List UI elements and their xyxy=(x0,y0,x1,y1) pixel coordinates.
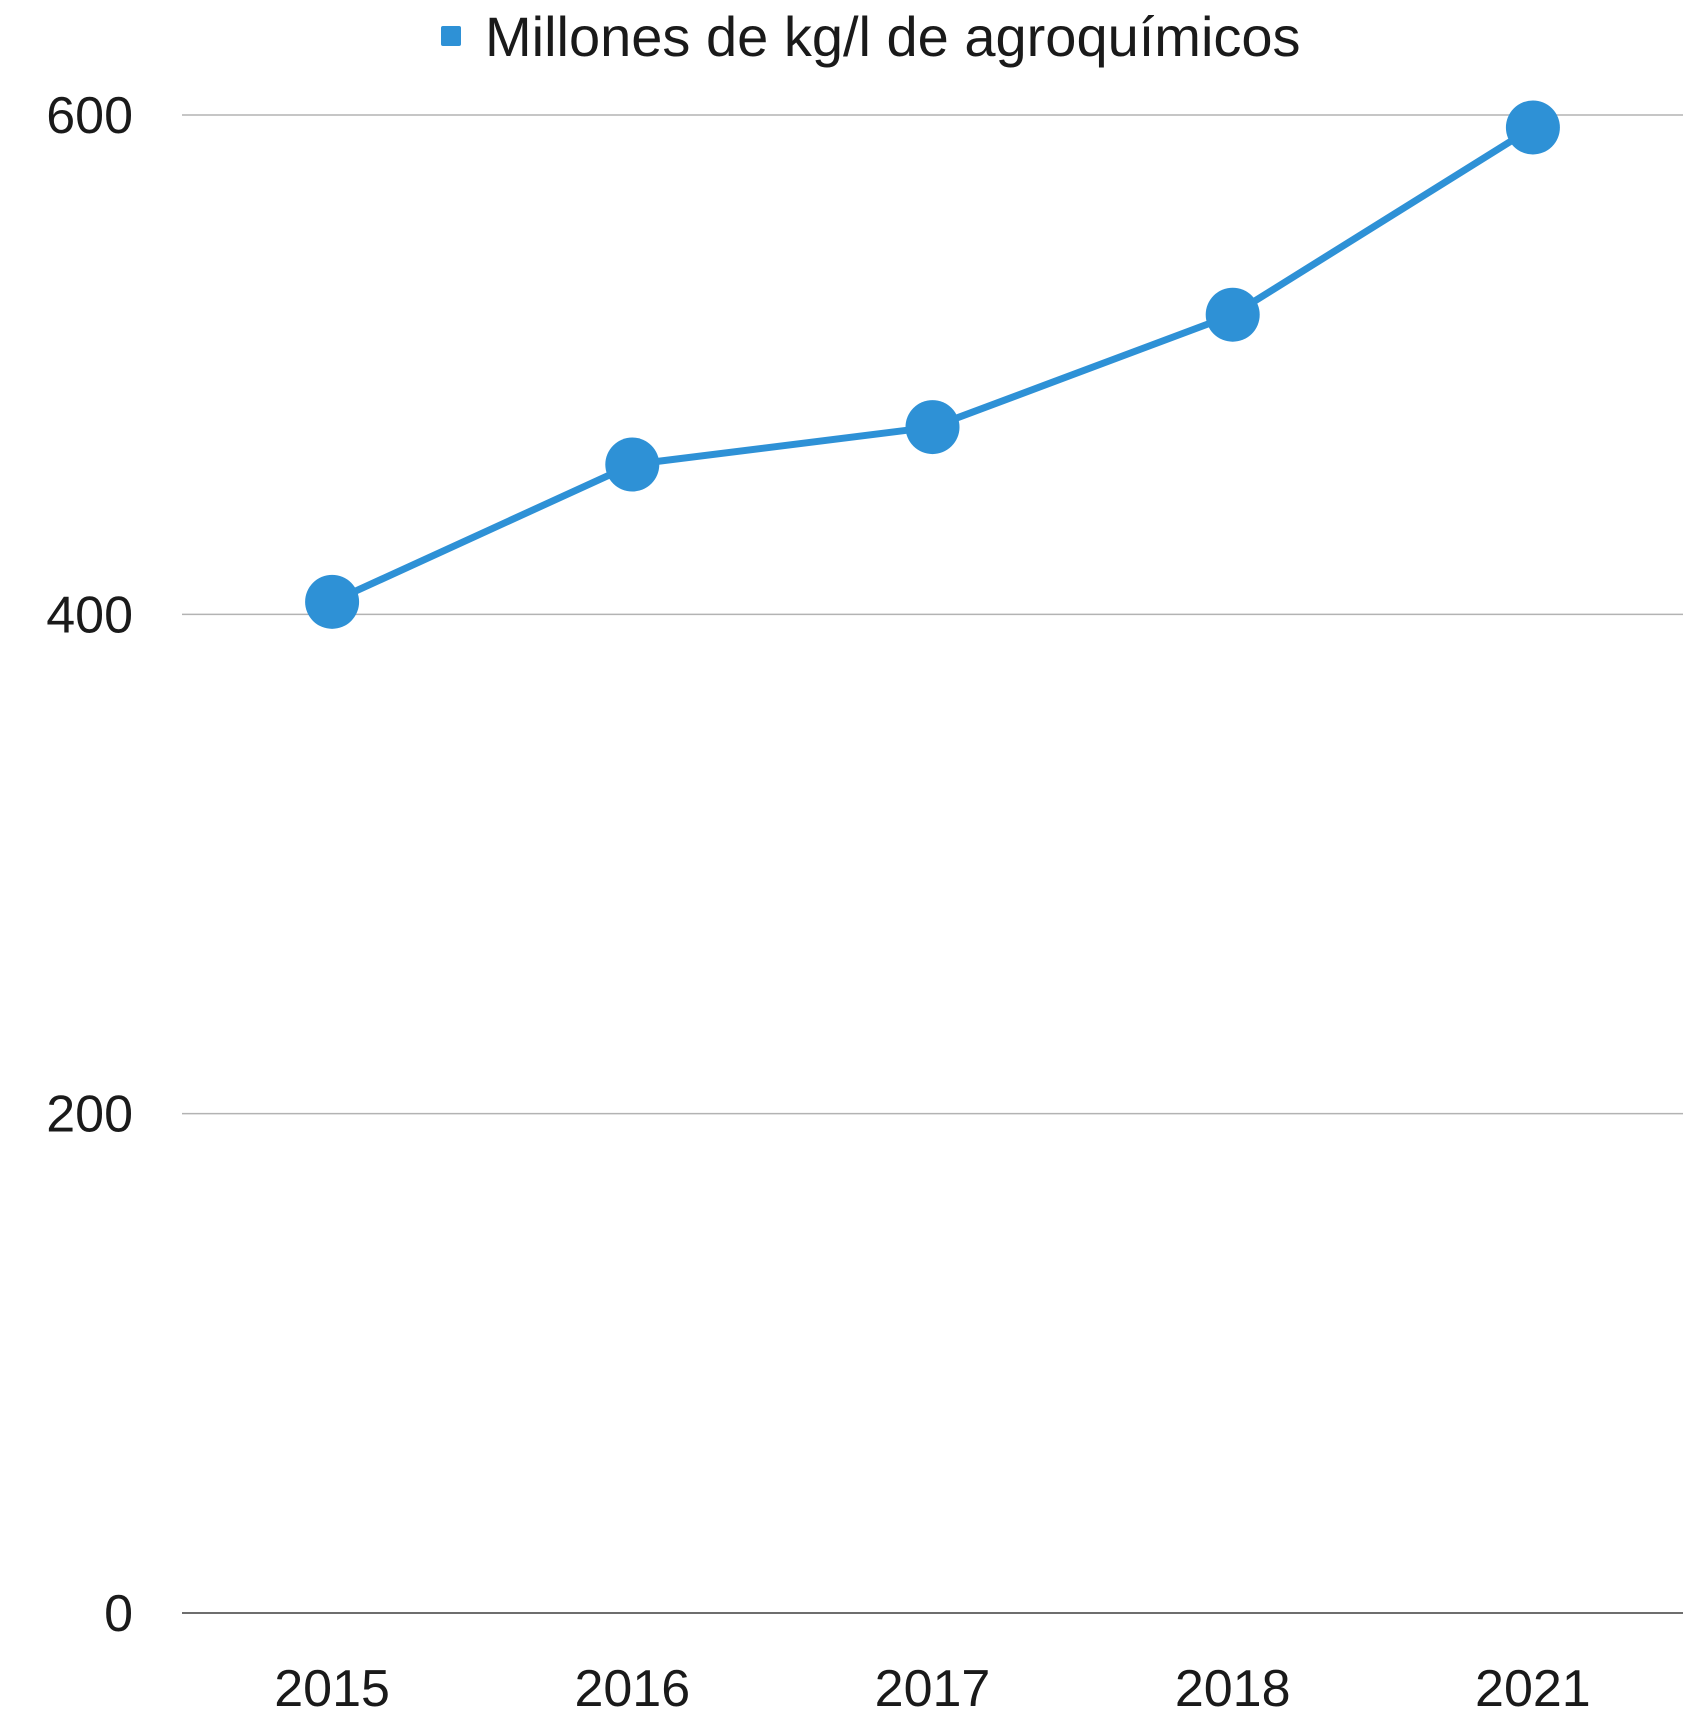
gridlines xyxy=(182,114,1683,1614)
data-point xyxy=(905,400,960,455)
x-tick-label: 2018 xyxy=(1175,1660,1291,1718)
x-axis-tick-labels: 2015 2016 2017 2018 2021 xyxy=(274,1660,1590,1718)
x-tick-label: 2021 xyxy=(1475,1660,1591,1718)
series-line-path xyxy=(330,124,1535,606)
x-tick-label: 2015 xyxy=(274,1660,390,1718)
data-point xyxy=(605,437,660,492)
legend-swatch xyxy=(441,26,461,46)
legend: Millones de kg/l de agroquímicos xyxy=(441,5,1301,68)
data-point xyxy=(1505,100,1560,155)
data-point xyxy=(1205,287,1260,342)
y-axis-tick-labels: 0 200 400 600 xyxy=(46,87,133,1643)
y-tick-label: 200 xyxy=(46,1086,133,1144)
x-tick-label: 2017 xyxy=(875,1660,991,1718)
y-tick-label: 600 xyxy=(46,87,133,145)
data-point xyxy=(305,574,360,629)
y-tick-label: 400 xyxy=(46,586,133,644)
series-line xyxy=(305,100,1560,629)
legend-label: Millones de kg/l de agroquímicos xyxy=(485,5,1301,68)
y-tick-label: 0 xyxy=(104,1585,133,1643)
x-tick-label: 2016 xyxy=(574,1660,690,1718)
